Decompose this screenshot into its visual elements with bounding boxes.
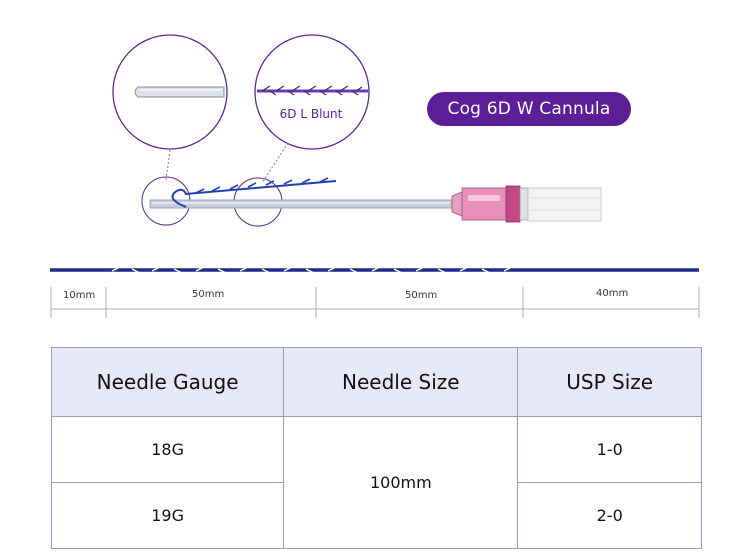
thread-zoom-circle: 6D L Blunt (254, 34, 370, 150)
table-row: 19G 2-0 (50, 482, 702, 549)
dimension-label: 50mm (192, 289, 225, 300)
table-header-row: Needle Gauge Needle Size USP Size (50, 347, 702, 417)
product-title-badge: Cog 6D W Cannula (427, 92, 631, 126)
header-needle-size: Needle Size (283, 347, 519, 417)
header-usp-size: USP Size (517, 347, 702, 417)
dimension-label: 40mm (596, 288, 629, 299)
cell-usp: 1-0 (517, 416, 702, 483)
dimension-lines (50, 287, 700, 318)
cell-gauge: 19G (50, 482, 285, 549)
cannula (149, 177, 602, 223)
cannula-illustration: 6D L Blunt (50, 34, 700, 318)
full-thread (50, 265, 699, 275)
cell-gauge: 18G (50, 416, 285, 483)
spec-table: Needle Gauge Needle Size USP Size 18G 10… (50, 347, 702, 549)
dimension-label: 50mm (405, 290, 438, 301)
dimension-label: 10mm (63, 290, 96, 301)
table-row: 18G 100mm 1-0 (50, 416, 702, 549)
header-needle-gauge: Needle Gauge (50, 347, 285, 417)
thread-detail-label: 6D L Blunt (280, 107, 343, 121)
tip-zoom-circle (112, 34, 228, 150)
cell-usp: 2-0 (517, 482, 702, 549)
cell-needle-size: 100mm (283, 416, 519, 549)
